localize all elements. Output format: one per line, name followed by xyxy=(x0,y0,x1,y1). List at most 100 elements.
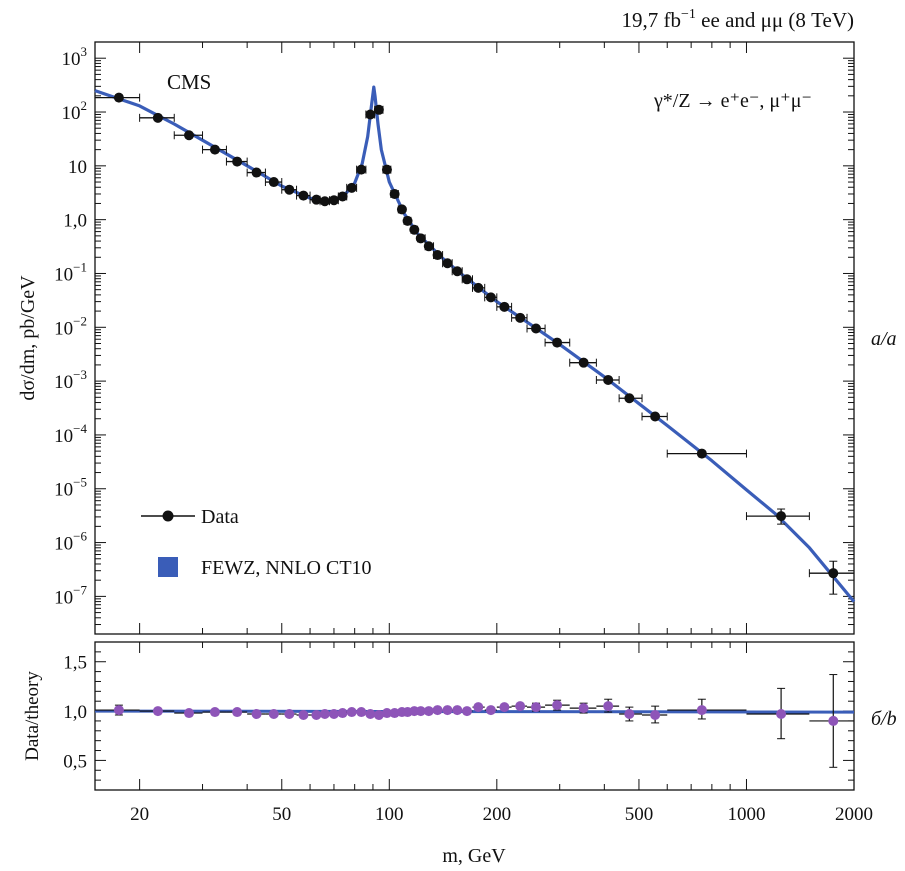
ratio-point xyxy=(365,709,376,720)
data-marker xyxy=(356,164,367,175)
data-point xyxy=(808,560,855,595)
ratio-marker xyxy=(515,701,526,712)
ratio-point xyxy=(596,698,620,713)
x-tick-labels: 20 50 100 200 500 1000 2000 xyxy=(130,804,873,825)
ratio-point xyxy=(809,674,854,768)
data-point xyxy=(346,182,358,193)
data-marker xyxy=(828,568,839,579)
ratio-point xyxy=(442,705,453,716)
ratio-points xyxy=(95,674,854,768)
panel-b-label: б/b xyxy=(871,708,897,730)
ratio-marker xyxy=(603,701,614,712)
ratio-y-tick-label: 0,5 xyxy=(63,751,87,772)
ratio-marker xyxy=(113,705,124,716)
data-point xyxy=(432,250,444,261)
data-point xyxy=(365,109,376,120)
data-marker xyxy=(552,337,563,348)
ratio-marker xyxy=(152,706,163,717)
x-tick-label: 20 xyxy=(130,804,149,825)
ratio-point xyxy=(381,708,392,719)
y-tick-label: 10−5 xyxy=(54,475,87,501)
ratio-marker xyxy=(337,708,348,719)
data-point xyxy=(745,508,810,525)
ratio-marker xyxy=(319,709,330,720)
y-tick-label: 10−6 xyxy=(54,529,87,555)
ratio-marker xyxy=(268,709,279,720)
data-marker xyxy=(328,195,339,206)
ratio-marker xyxy=(442,705,453,716)
data-marker xyxy=(432,250,443,261)
ratio-point xyxy=(139,706,175,717)
data-marker xyxy=(696,448,707,459)
data-point xyxy=(94,92,141,103)
ratio-marker xyxy=(485,705,496,716)
legend-theory-label: FEWZ, NNLO CT10 xyxy=(201,557,372,579)
ratio-point xyxy=(642,705,668,724)
ratio-marker xyxy=(650,710,661,721)
data-point xyxy=(381,164,392,175)
data-point xyxy=(461,274,474,285)
data-point xyxy=(526,323,546,334)
cms-label: CMS xyxy=(167,70,211,94)
ratio-point xyxy=(511,701,528,712)
data-point xyxy=(423,241,435,252)
data-marker xyxy=(113,92,124,103)
data-point xyxy=(618,393,643,404)
data-point xyxy=(451,266,463,277)
ratio-point xyxy=(496,702,512,713)
ratio-marker xyxy=(499,702,510,713)
data-marker xyxy=(209,144,220,155)
ratio-plot-frame xyxy=(94,641,855,791)
top-plot-frame xyxy=(94,41,855,635)
data-marker xyxy=(381,164,392,175)
legend-theory-swatch xyxy=(158,557,178,577)
data-marker xyxy=(184,130,195,141)
ratio-y-tick-labels: 0,5 1,0 1,5 xyxy=(63,653,87,773)
data-marker xyxy=(337,191,348,202)
data-marker xyxy=(251,167,262,178)
ratio-point xyxy=(281,709,297,720)
ratio-marker xyxy=(298,710,309,721)
y-tick-label: 10−1 xyxy=(54,259,87,285)
ratio-marker xyxy=(624,709,635,720)
data-point xyxy=(472,282,486,293)
ratio-marker xyxy=(346,707,357,718)
ratio-marker xyxy=(284,709,295,720)
ratio-marker xyxy=(423,706,434,717)
ratio-marker xyxy=(311,710,322,721)
data-point xyxy=(402,215,413,226)
data-marker xyxy=(461,274,472,285)
data-marker xyxy=(232,156,243,167)
ratio-marker xyxy=(552,700,563,711)
data-point xyxy=(319,196,330,207)
top-axis-ticks xyxy=(95,41,855,635)
data-marker xyxy=(346,182,357,193)
data-marker xyxy=(298,190,309,201)
data-marker xyxy=(531,323,542,334)
ratio-marker xyxy=(328,709,339,720)
process-label: γ*/Z → e⁺e⁻, μ⁺μ⁻ xyxy=(653,90,812,112)
data-point xyxy=(544,337,571,348)
ratio-marker xyxy=(461,706,472,717)
data-marker xyxy=(485,292,496,303)
y-tick-label: 1,0 xyxy=(63,211,87,232)
ratio-point xyxy=(202,707,227,718)
data-marker xyxy=(499,301,510,312)
data-marker xyxy=(152,112,163,123)
data-point xyxy=(264,177,283,188)
top-y-axis-title: dσ/dm, pb/GeV xyxy=(17,275,39,401)
luminosity-label: 19,7 fb−1 ee and μμ (8 TeV) xyxy=(622,7,854,32)
ratio-marker xyxy=(232,707,243,718)
ratio-point xyxy=(247,709,266,720)
ratio-point xyxy=(174,708,203,719)
data-point xyxy=(569,357,597,368)
ratio-point xyxy=(265,709,282,720)
data-marker xyxy=(373,104,384,115)
ratio-point xyxy=(569,702,597,714)
data-marker xyxy=(776,511,787,522)
legend-data-marker xyxy=(162,510,174,522)
data-marker xyxy=(473,282,484,293)
ratio-marker xyxy=(209,707,220,718)
data-marker xyxy=(389,188,400,199)
ratio-y-axis-title: Data/theory xyxy=(22,671,43,761)
